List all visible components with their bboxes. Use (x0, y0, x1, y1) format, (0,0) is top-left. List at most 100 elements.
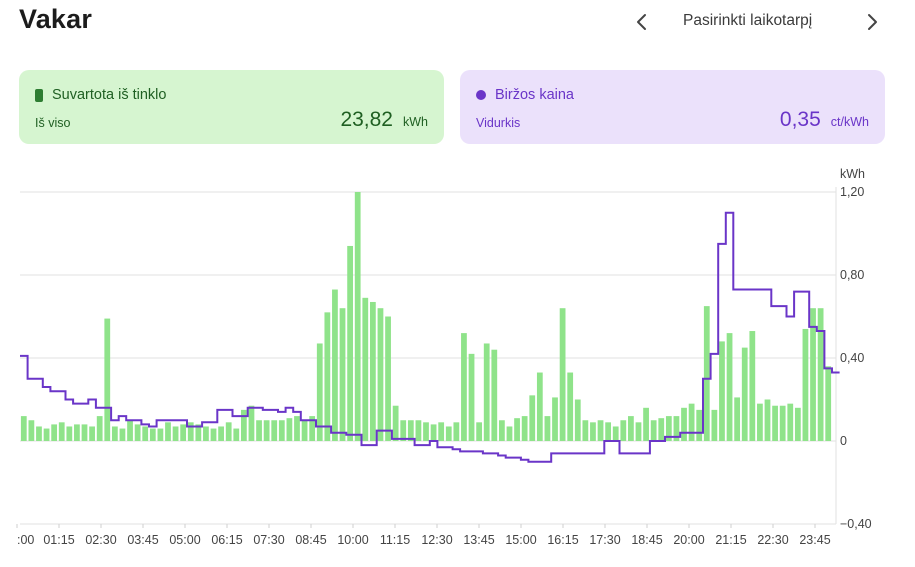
consumption-bar[interactable] (757, 403, 763, 441)
consumption-bar[interactable] (339, 308, 346, 441)
consumption-bar[interactable] (51, 424, 58, 441)
consumption-bar[interactable] (810, 308, 816, 441)
consumption-bar[interactable] (43, 428, 50, 441)
consumption-bar[interactable] (74, 424, 80, 441)
consumption-bar[interactable] (385, 316, 391, 442)
consumption-bar[interactable] (134, 424, 141, 441)
consumption-bar[interactable] (28, 420, 35, 441)
consumption-bar[interactable] (271, 420, 278, 441)
consumption-bar[interactable] (536, 372, 543, 441)
consumption-bar[interactable] (794, 407, 801, 441)
exchange-price-card[interactable]: Biržos kaina Vidurkis 0,35 ct/kWh (460, 70, 885, 144)
consumption-bar[interactable] (628, 416, 634, 441)
consumption-bar[interactable] (278, 420, 285, 441)
consumption-bar[interactable] (332, 289, 338, 441)
consumption-bar[interactable] (89, 426, 95, 441)
consumption-bar[interactable] (309, 416, 316, 441)
consumption-bar[interactable] (779, 405, 786, 441)
consumption-bar[interactable] (635, 422, 642, 441)
prev-period-button[interactable] (630, 10, 654, 34)
consumption-bar[interactable] (529, 395, 536, 441)
consumption-bar[interactable] (172, 426, 179, 441)
consumption-bar[interactable] (491, 349, 498, 441)
consumption-bar[interactable] (688, 403, 695, 441)
consumption-bar[interactable] (612, 426, 619, 441)
consumption-bar[interactable] (476, 422, 483, 441)
consumption-bar[interactable] (301, 420, 308, 441)
consumption-bar[interactable] (210, 428, 217, 441)
consumption-bar[interactable] (324, 312, 331, 441)
consumption-bar[interactable] (817, 308, 824, 441)
consumption-bar[interactable] (696, 409, 703, 441)
consumption-bar[interactable] (681, 407, 687, 441)
consumption-bar[interactable] (506, 426, 513, 441)
consumption-bar[interactable] (187, 422, 194, 441)
consumption-bar[interactable] (764, 399, 771, 442)
consumption-bar[interactable] (605, 422, 612, 441)
consumption-bar[interactable] (483, 343, 490, 441)
consumption-bar[interactable] (726, 333, 733, 441)
consumption-bar[interactable] (233, 428, 240, 441)
consumption-bar[interactable] (658, 418, 665, 441)
consumption-bar[interactable] (703, 306, 710, 441)
consumption-bar[interactable] (203, 426, 209, 441)
consumption-bar[interactable] (347, 245, 353, 441)
consumption-bar[interactable] (514, 418, 520, 441)
consumption-bar[interactable] (407, 420, 414, 441)
consumption-bar[interactable] (240, 409, 247, 441)
consumption-bar[interactable] (620, 420, 627, 441)
consumption-bar[interactable] (96, 416, 103, 441)
consumption-bar[interactable] (127, 420, 133, 441)
consumption-bar[interactable] (521, 416, 528, 441)
consumption-bar[interactable] (741, 347, 748, 441)
consumption-bar[interactable] (316, 343, 323, 441)
consumption-bar[interactable] (400, 420, 407, 441)
consumption-bar[interactable] (377, 308, 384, 441)
consumption-bar[interactable] (36, 426, 42, 441)
consumption-bar[interactable] (119, 428, 126, 441)
consumption-bar[interactable] (286, 418, 293, 441)
consumption-bar[interactable] (734, 397, 741, 441)
consumption-bar[interactable] (369, 301, 376, 441)
consumption-bar[interactable] (719, 341, 725, 441)
consumption-bar[interactable] (248, 405, 255, 441)
consumption-bar[interactable] (445, 426, 452, 441)
consumption-bar[interactable] (111, 426, 118, 441)
consumption-bar[interactable] (225, 422, 232, 441)
consumption-bar[interactable] (567, 372, 574, 441)
consumption-bar[interactable] (650, 420, 657, 441)
consumption-bar[interactable] (362, 297, 369, 441)
consumption-bar[interactable] (468, 353, 475, 441)
consumption-bar[interactable] (590, 422, 596, 441)
consumption-bar[interactable] (574, 399, 581, 442)
consumption-bar[interactable] (552, 397, 558, 441)
consumption-bar[interactable] (438, 422, 445, 441)
consumption-bar[interactable] (142, 426, 149, 441)
next-period-button[interactable] (860, 10, 884, 34)
consumption-bar[interactable] (195, 424, 202, 441)
consumption-bar[interactable] (749, 331, 756, 441)
consumption-bar[interactable] (20, 416, 27, 441)
consumption-bar[interactable] (544, 416, 551, 441)
consumption-bar[interactable] (453, 422, 460, 441)
grid-consumption-card[interactable]: Suvartota iš tinklo Iš viso 23,82 kWh (19, 70, 444, 144)
consumption-bar[interactable] (81, 424, 88, 441)
consumption-bar[interactable] (423, 422, 429, 441)
consumption-bar[interactable] (180, 424, 187, 441)
energy-chart[interactable]: −0,40 0 0,40 0,80 1,20 kWh:00 01:15 02:30 03:45 0… (0, 160, 915, 560)
consumption-bar[interactable] (104, 318, 111, 441)
consumption-bar[interactable] (58, 422, 65, 441)
consumption-bar[interactable] (430, 424, 437, 441)
consumption-bar[interactable] (165, 422, 171, 441)
consumption-bar[interactable] (263, 420, 270, 441)
consumption-bar[interactable] (218, 426, 224, 441)
consumption-bar[interactable] (66, 426, 73, 441)
consumption-bar[interactable] (294, 416, 300, 441)
consumption-bar[interactable] (157, 428, 164, 441)
consumption-bar[interactable] (149, 428, 156, 441)
consumption-bar[interactable] (415, 420, 422, 441)
consumption-bar[interactable] (597, 420, 604, 441)
consumption-bar[interactable] (772, 405, 778, 441)
consumption-bar[interactable] (354, 192, 361, 441)
consumption-bar[interactable] (256, 420, 262, 441)
